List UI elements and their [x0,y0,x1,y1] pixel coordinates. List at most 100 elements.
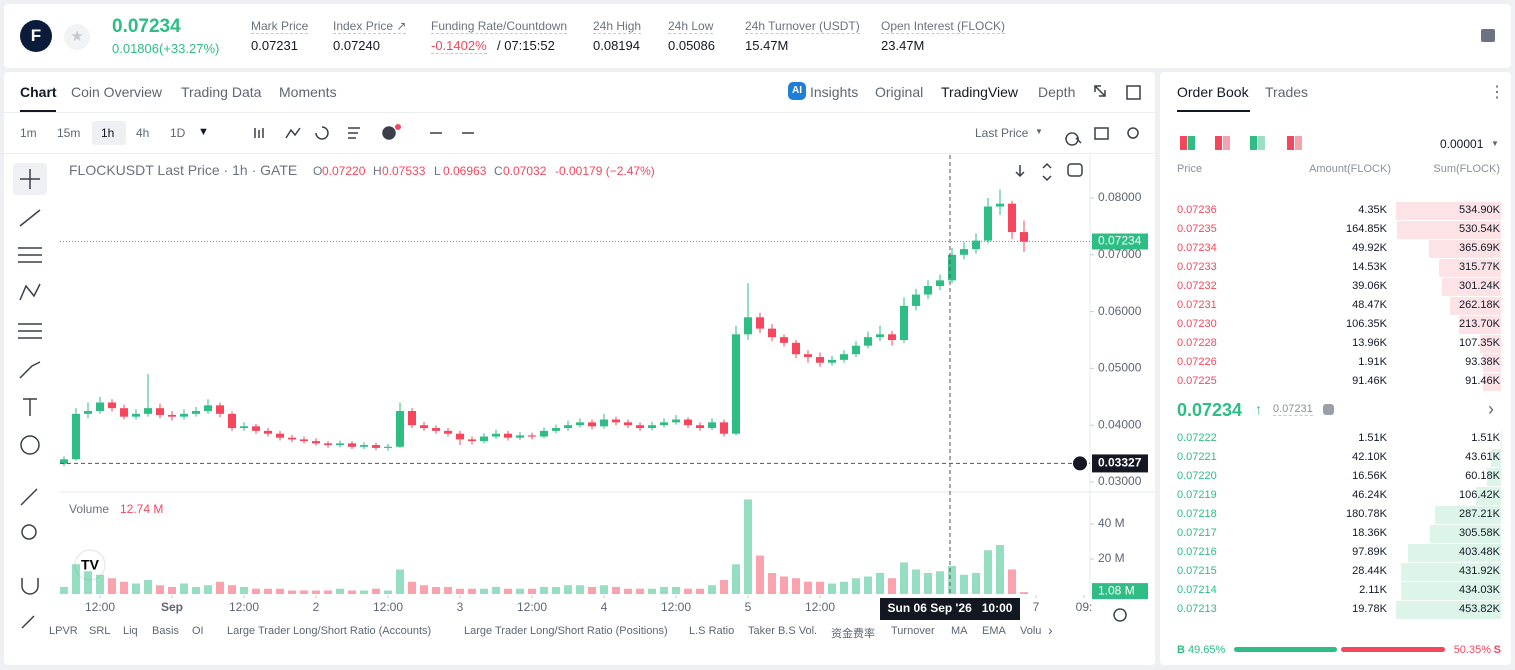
crosshair-price-box [1092,454,1148,473]
indicator[interactable]: Large Trader Long/Short Ratio (Accounts) [227,625,432,637]
volume-bar [600,585,608,594]
candle-body [948,254,956,281]
indicator[interactable]: SRL [89,625,111,637]
depth-view-icon[interactable] [1180,136,1187,150]
ob-tab[interactable]: Trades [1265,84,1309,100]
volume-bar [60,586,68,594]
volume-bar [204,585,212,594]
y-tick-label: 0.04000 [1098,417,1142,431]
interval[interactable]: 4h [136,126,150,140]
indicator[interactable]: Basis [152,625,179,637]
x-tick-label: 09: [1076,600,1093,614]
x-tick-label: 12:00 [229,600,259,614]
stat-value: 0.08194 [593,38,640,53]
volume-bar [276,588,284,594]
candle-body [108,402,116,409]
chart-tab[interactable]: Chart [20,84,57,100]
interval[interactable]: 15m [57,126,81,140]
ob-sum: 287.21K [1459,508,1500,520]
ob-price: 0.07214 [1177,584,1217,596]
interval[interactable]: 1h [101,126,115,140]
volume-bar [588,586,596,594]
view-tab[interactable]: Depth [1038,84,1076,100]
price-source-arrow[interactable]: ▼ [1035,127,1043,136]
chart-tab[interactable]: Coin Overview [71,84,163,100]
ob-sum: 403.48K [1459,546,1500,558]
indicator[interactable]: MA [951,625,968,637]
view-tab[interactable]: Insights [810,84,859,100]
indicator[interactable]: Large Trader Long/Short Ratio (Positions… [464,625,668,637]
candle-body [960,249,968,255]
column-header: Amount(FLOCK) [1309,163,1391,175]
volume-bar [528,588,536,594]
indicator[interactable]: Volu [1020,625,1042,637]
ob-amount: 97.89K [1352,546,1387,558]
dropdown-arrow[interactable]: ▼ [198,126,209,138]
indicator[interactable]: EMA [982,625,1006,637]
indicator[interactable]: 资金费率 [831,628,875,640]
volume-bar [708,585,716,594]
book-icon[interactable] [1481,29,1495,42]
view-tab[interactable]: Original [875,84,924,100]
interval[interactable]: 1D [170,126,186,140]
indicator[interactable]: Taker B.S Vol. [748,625,818,637]
depth-bar [1487,468,1501,486]
price-source[interactable]: Last Price [975,126,1029,140]
precision-arrow[interactable]: ▼ [1491,139,1499,148]
ob-price: 0.07232 [1177,280,1217,292]
depth-bar [1482,354,1501,372]
volume-bar [444,586,452,594]
view-tab[interactable]: TradingView [941,84,1019,100]
candle-body [408,410,416,426]
precision[interactable]: 0.00001 [1440,137,1484,151]
ob-menu[interactable]: ⋮ [1489,84,1505,101]
depth-view-icon[interactable] [1250,136,1257,150]
volume-bar [312,590,320,594]
candle-body [372,445,380,448]
indicator[interactable]: Liq [123,625,138,637]
ob-sum: 530.54K [1459,223,1500,235]
stat-label: Index Price ↗ [333,19,407,34]
depth-bar [1439,259,1501,277]
ob-price: 0.07218 [1177,508,1217,520]
depth-view-icon[interactable] [1215,136,1222,150]
volume-bar [876,572,884,594]
tv-logo-text: TV [81,557,100,573]
volume-bar [492,586,500,594]
indicator-next[interactable]: › [1048,622,1053,638]
volume-bar [864,576,872,594]
volume-bar [972,572,980,594]
depth-view-icon[interactable] [1287,136,1294,150]
legend-value: 0.07032 [503,164,547,178]
volume-bar [72,564,80,594]
volume-bar [948,565,956,594]
indicator[interactable]: L.S Ratio [689,625,735,637]
candle-body [672,419,680,423]
ob-more[interactable]: › [1488,399,1494,419]
volume-bar [336,588,344,594]
candle-body [888,334,896,340]
chart-tab[interactable]: Trading Data [181,84,262,100]
depth-bar [1429,240,1501,258]
legend-change: -0.00179 (−2.47%) [555,164,655,178]
volume-bar [648,588,656,594]
ob-price: 0.07219 [1177,489,1217,501]
candle-body [984,206,992,241]
indicator[interactable]: Turnover [891,625,935,637]
ob-tab[interactable]: Order Book [1177,84,1249,100]
candle-body [828,359,836,363]
favorite-button[interactable]: ★ [64,24,90,50]
candle-body [540,430,548,437]
column-header: Sum(FLOCK) [1433,163,1500,175]
candle-body [156,408,164,415]
depth-bar [1396,221,1501,239]
volume-bar [384,590,392,594]
volume-bar [288,590,296,594]
candle-body [192,410,200,414]
chart-tab[interactable]: Moments [279,84,337,100]
legend-key: C [494,164,503,178]
interval[interactable]: 1m [20,126,37,140]
volume-bar [540,586,548,594]
indicator[interactable]: OI [192,625,204,637]
indicator[interactable]: LPVR [49,625,78,637]
